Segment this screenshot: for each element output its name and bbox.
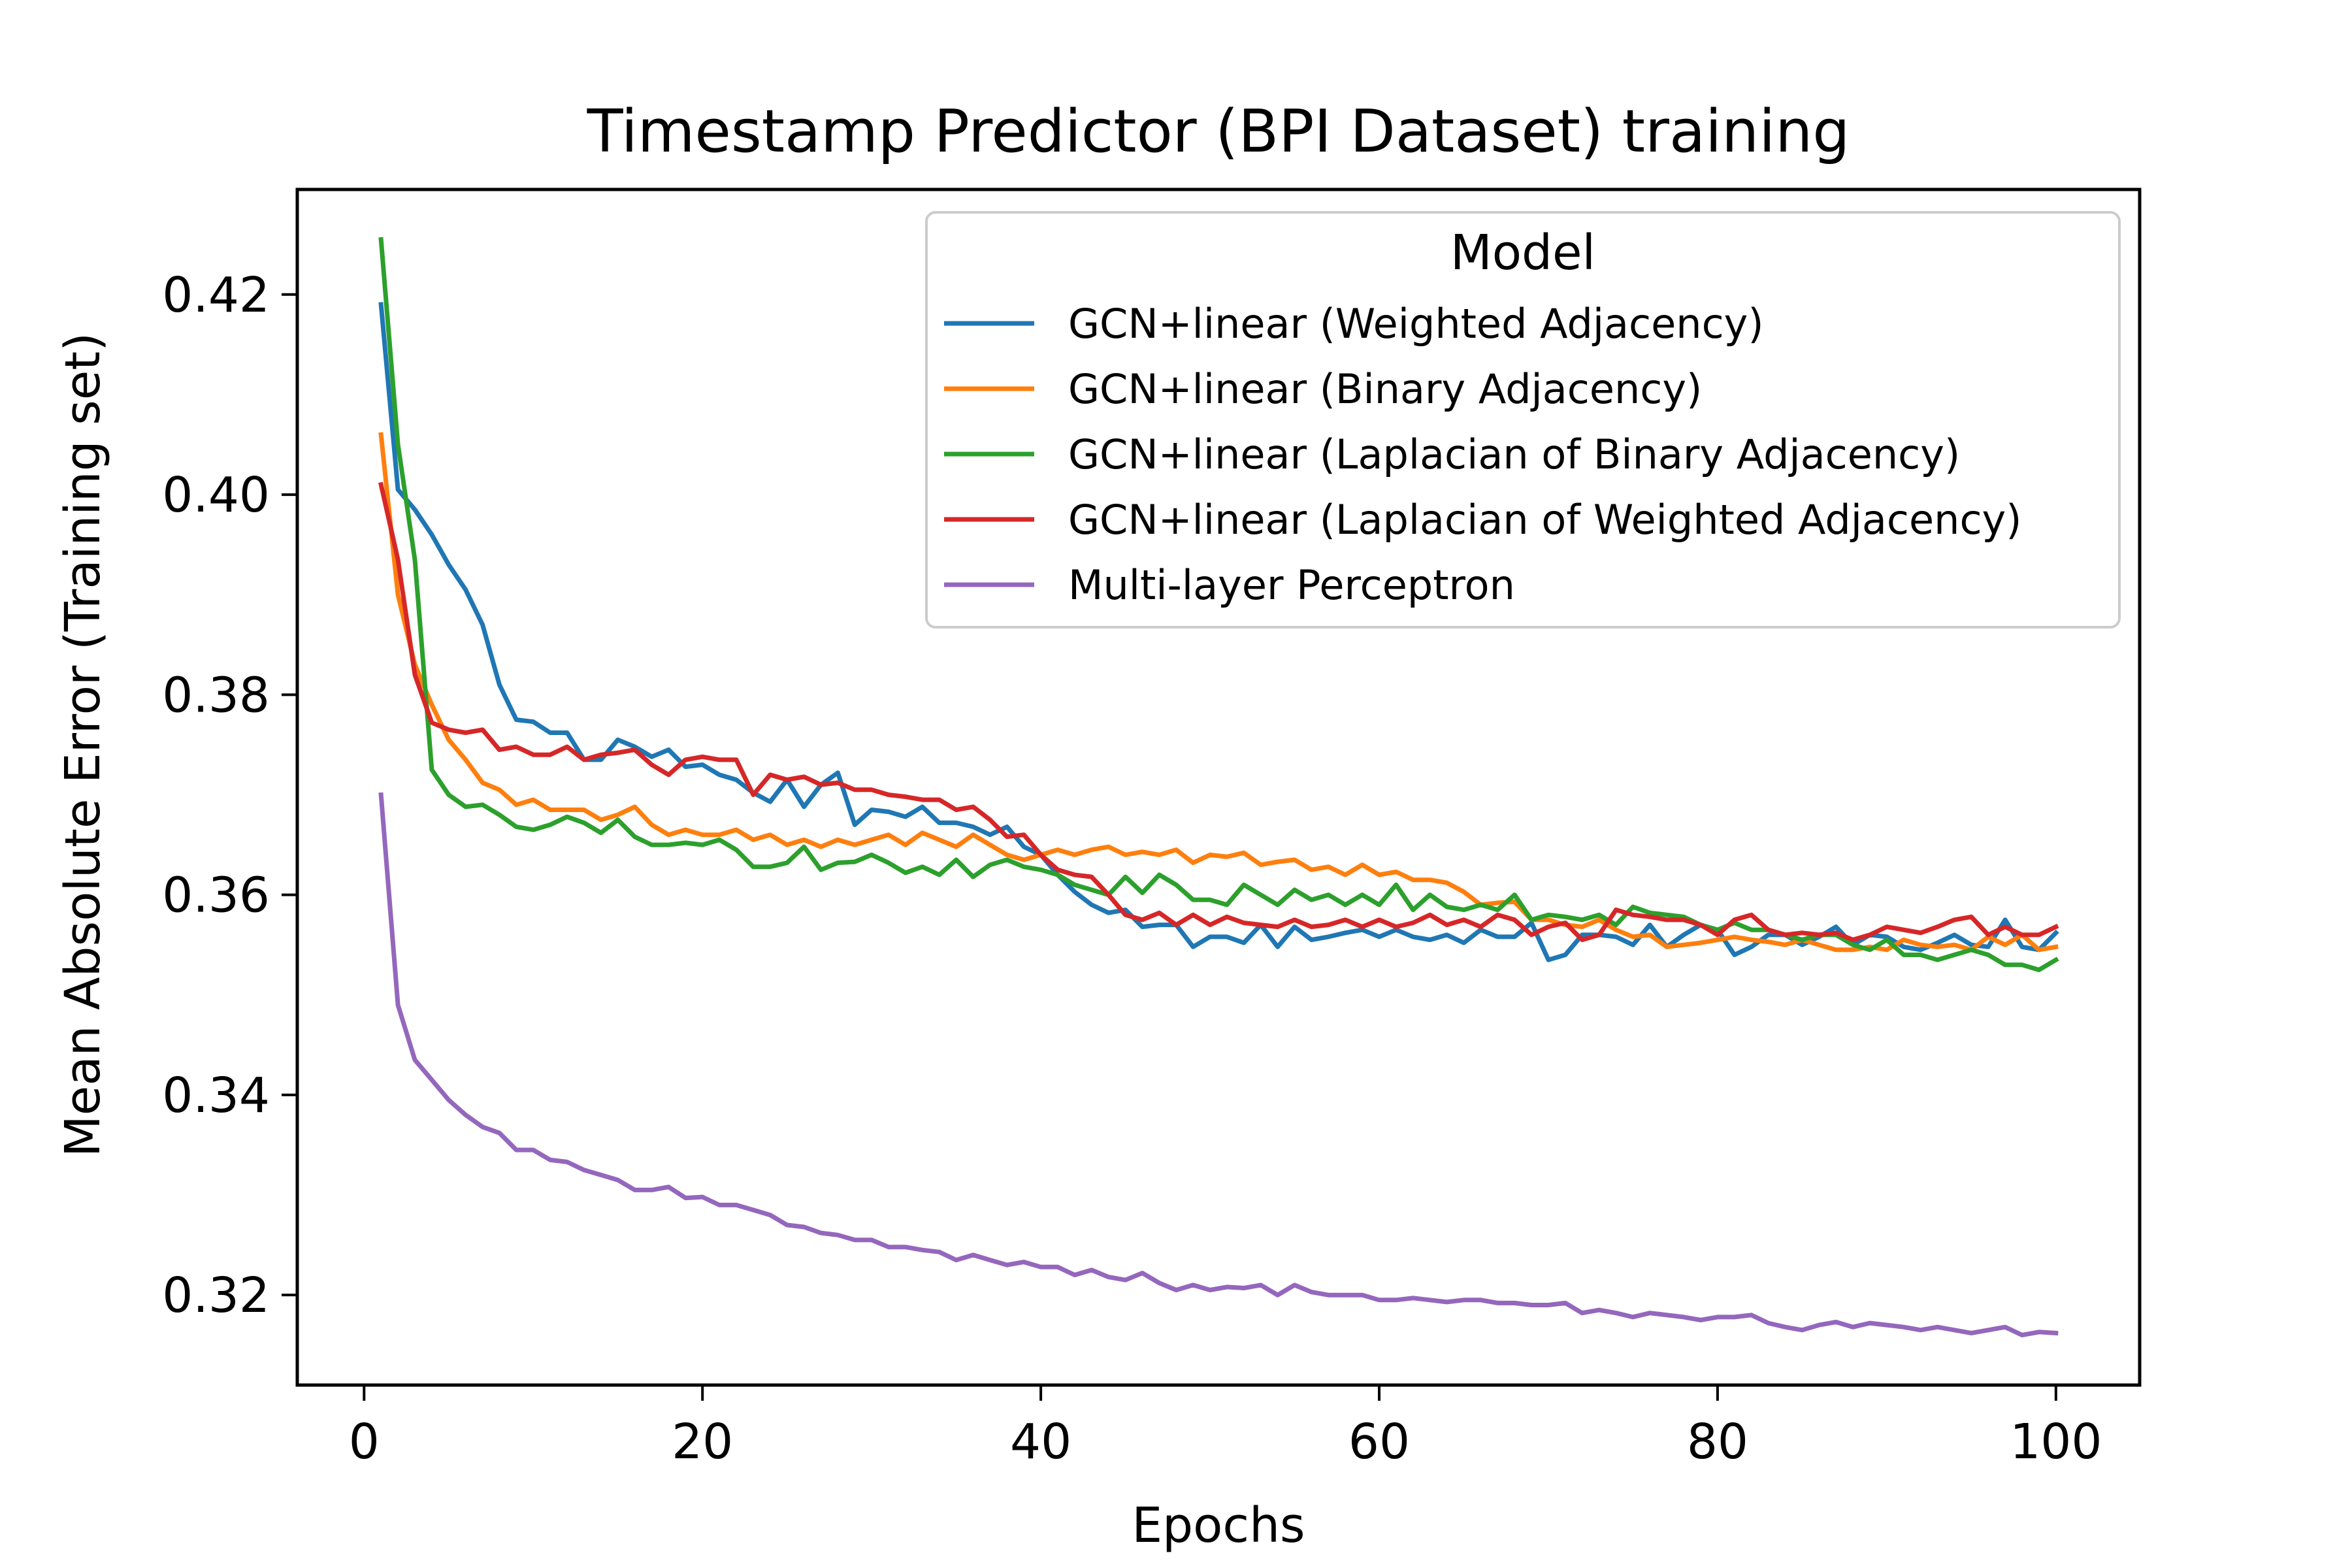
legend-label: GCN+linear (Laplacian of Weighted Adjace… [1068,496,2021,544]
legend-label: Multi-layer Perceptron [1068,561,1515,609]
y-tick-label: 0.36 [162,868,270,924]
y-tick-label: 0.40 [162,467,270,523]
y-tick-label: 0.32 [162,1267,270,1324]
y-axis-label: Mean Absolute Error (Training set) [55,333,111,1157]
axes-frame [295,188,2142,1387]
x-tick-label: 80 [1687,1414,1748,1470]
series-line-2 [378,432,2059,953]
y-axis: 0.32 0.34 0.36 0.38 0.40 0.42 [162,267,297,1324]
y-tick-label: 0.34 [162,1068,270,1124]
x-axis-label: Epochs [1132,1497,1305,1554]
legend-title: Model [1450,225,1595,281]
series-line-1 [378,302,2059,962]
x-tick-label: 20 [672,1414,733,1470]
legend-label: GCN+linear (Weighted Adjacency) [1068,300,1764,348]
series-line-4 [378,482,2059,942]
x-tick-label: 60 [1348,1414,1410,1470]
legend: Model GCN+linear (Weighted Adjacency)GCN… [925,211,2121,629]
chart-title: Timestamp Predictor (BPI Dataset) traini… [587,97,1850,166]
x-axis: 0 20 40 60 80 100 [349,1385,2102,1470]
legend-box [925,211,2121,629]
x-tick-label: 40 [1010,1414,1071,1470]
legend-label: GCN+linear (Binary Adjacency) [1068,365,1702,413]
x-tick-label: 100 [2010,1414,2102,1470]
series-line-5 [378,792,2059,1337]
x-tick-label: 0 [349,1414,380,1470]
plot-area [378,237,2059,1337]
legend-items: GCN+linear (Weighted Adjacency) GCN+linea… [944,300,2021,609]
y-tick-label: 0.42 [162,267,270,323]
legend-label: GCN+linear (Laplacian of Binary Adjacenc… [1068,431,1960,478]
y-tick-label: 0.38 [162,667,270,723]
